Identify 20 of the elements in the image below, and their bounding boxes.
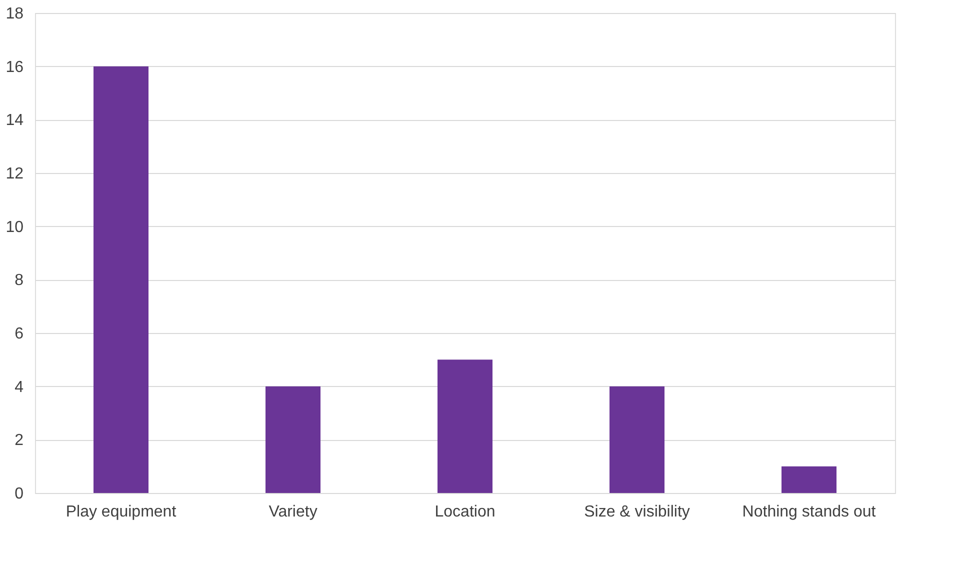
bar <box>782 466 836 493</box>
x-tick-label: Play equipment <box>66 504 177 520</box>
y-tick-label: 0 <box>14 486 24 502</box>
y-tick-label: 2 <box>14 432 24 450</box>
y-tick-label: 12 <box>6 166 24 182</box>
y-tick-label: 10 <box>6 218 24 236</box>
bar <box>266 386 320 493</box>
y-tick-label: 8 <box>14 272 24 290</box>
y-tick-label: 14 <box>6 112 24 130</box>
y-tick-label: 6 <box>14 326 24 342</box>
x-tick-label: Variety <box>268 504 318 520</box>
x-tick-label: Location <box>434 504 496 520</box>
bar <box>438 360 492 493</box>
y-tick-label: 4 <box>14 378 24 396</box>
y-tick-label: 18 <box>6 6 24 22</box>
x-tick-label: Nothing stands out <box>742 504 876 520</box>
x-tick-label: Size & visibility <box>584 504 690 520</box>
bar <box>610 386 664 493</box>
y-tick-label: 16 <box>6 58 24 76</box>
bar <box>94 66 148 493</box>
